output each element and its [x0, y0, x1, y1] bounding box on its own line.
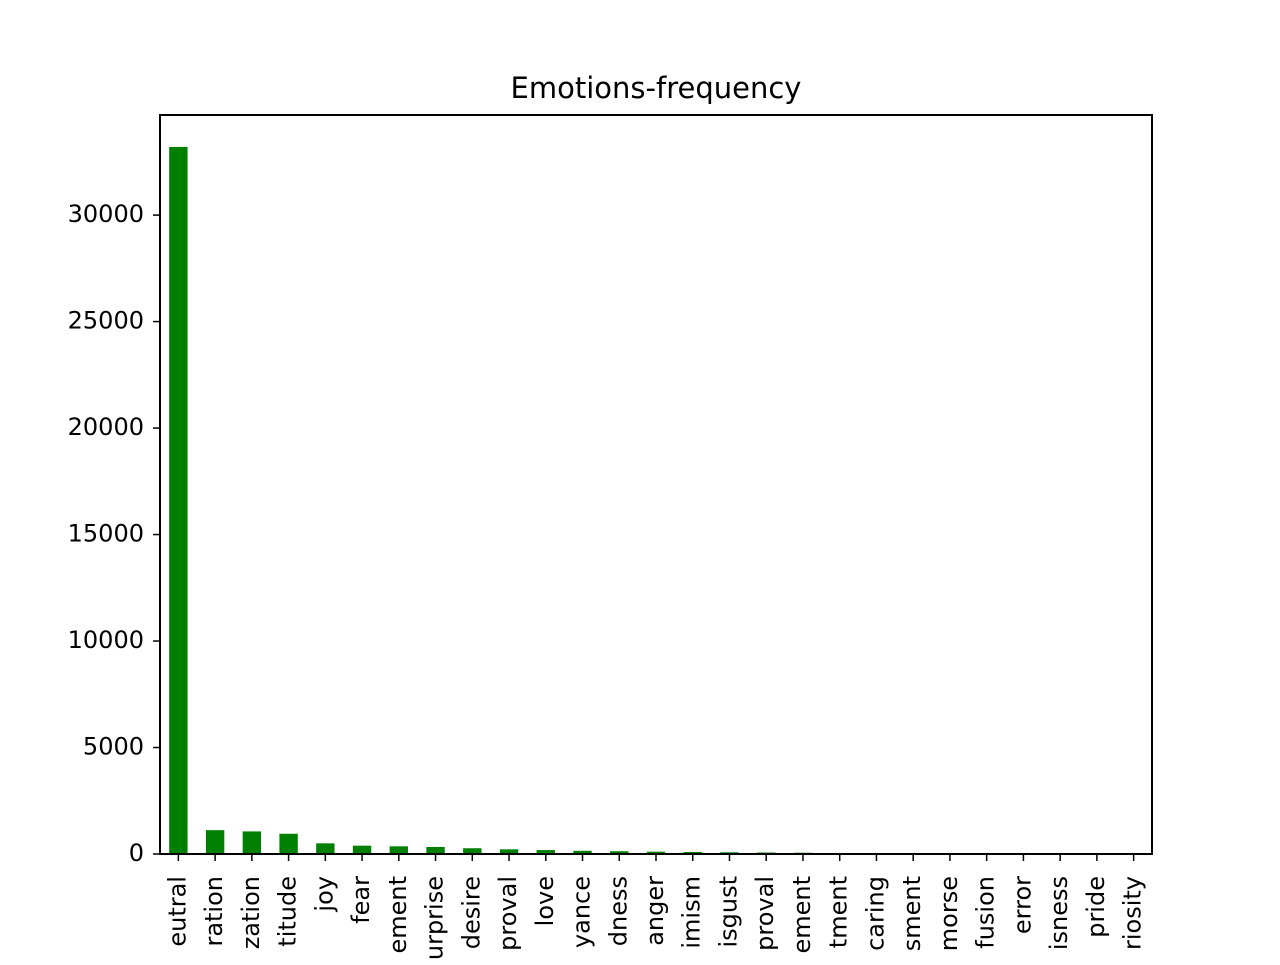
- x-tick-label-10: love: [531, 876, 559, 926]
- y-tick-label-1: 5000: [83, 733, 144, 761]
- x-tick-label-7: urprise: [421, 876, 449, 960]
- x-tick-label-11: yance: [568, 876, 596, 948]
- bars-layer: [169, 147, 1143, 854]
- x-tick-label-9: proval: [494, 876, 522, 951]
- x-tick-label-5: fear: [347, 876, 375, 924]
- x-tick-label-16: proval: [751, 876, 779, 951]
- x-tick-label-19: caring: [861, 876, 889, 951]
- bar-7: [426, 847, 444, 854]
- x-tick-label-18: tment: [825, 876, 853, 948]
- x-tick-label-1: ration: [200, 876, 228, 947]
- x-tick-label-15: isgust: [714, 876, 742, 948]
- x-tick-label-20: sment: [898, 876, 926, 951]
- bar-6: [390, 846, 408, 854]
- x-tick-label-14: imism: [678, 876, 706, 949]
- y-tick-label-3: 15000: [68, 520, 144, 548]
- bar-0: [169, 147, 187, 854]
- y-tick-label-4: 20000: [68, 413, 144, 441]
- x-tick-label-21: morse: [935, 876, 963, 951]
- bar-3: [279, 834, 297, 854]
- x-tick-label-3: titude: [274, 876, 302, 947]
- y-tick-label-0: 0: [129, 839, 144, 867]
- x-tick-label-13: anger: [641, 876, 669, 946]
- x-tick-label-24: isness: [1045, 876, 1073, 950]
- x-tick-label-6: ement: [384, 876, 412, 954]
- x-tick-label-8: desire: [457, 876, 485, 949]
- x-tick-label-23: error: [1008, 876, 1036, 934]
- y-tick-label-6: 30000: [68, 200, 144, 228]
- bar-5: [353, 846, 371, 854]
- y-axis: 0 5000 10000 15000 20000 25000 30000: [68, 200, 160, 867]
- x-tick-label-0: eutral: [163, 876, 191, 947]
- x-tick-label-17: ement: [788, 876, 816, 954]
- x-tick-label-26: riosity: [1119, 876, 1147, 950]
- chart-title: Emotions-frequency: [511, 71, 802, 105]
- x-tick-label-12: dness: [604, 876, 632, 946]
- x-tick-label-25: pride: [1082, 876, 1110, 938]
- bar-1: [206, 830, 224, 854]
- x-tick-label-4: joy: [310, 876, 338, 913]
- x-tick-label-2: zation: [237, 876, 265, 949]
- bar-4: [316, 843, 334, 854]
- y-tick-label-2: 10000: [68, 626, 144, 654]
- x-tick-label-22: fusion: [972, 876, 1000, 949]
- plot-frame: [160, 115, 1152, 854]
- bar-2: [243, 831, 261, 854]
- y-tick-label-5: 25000: [68, 307, 144, 335]
